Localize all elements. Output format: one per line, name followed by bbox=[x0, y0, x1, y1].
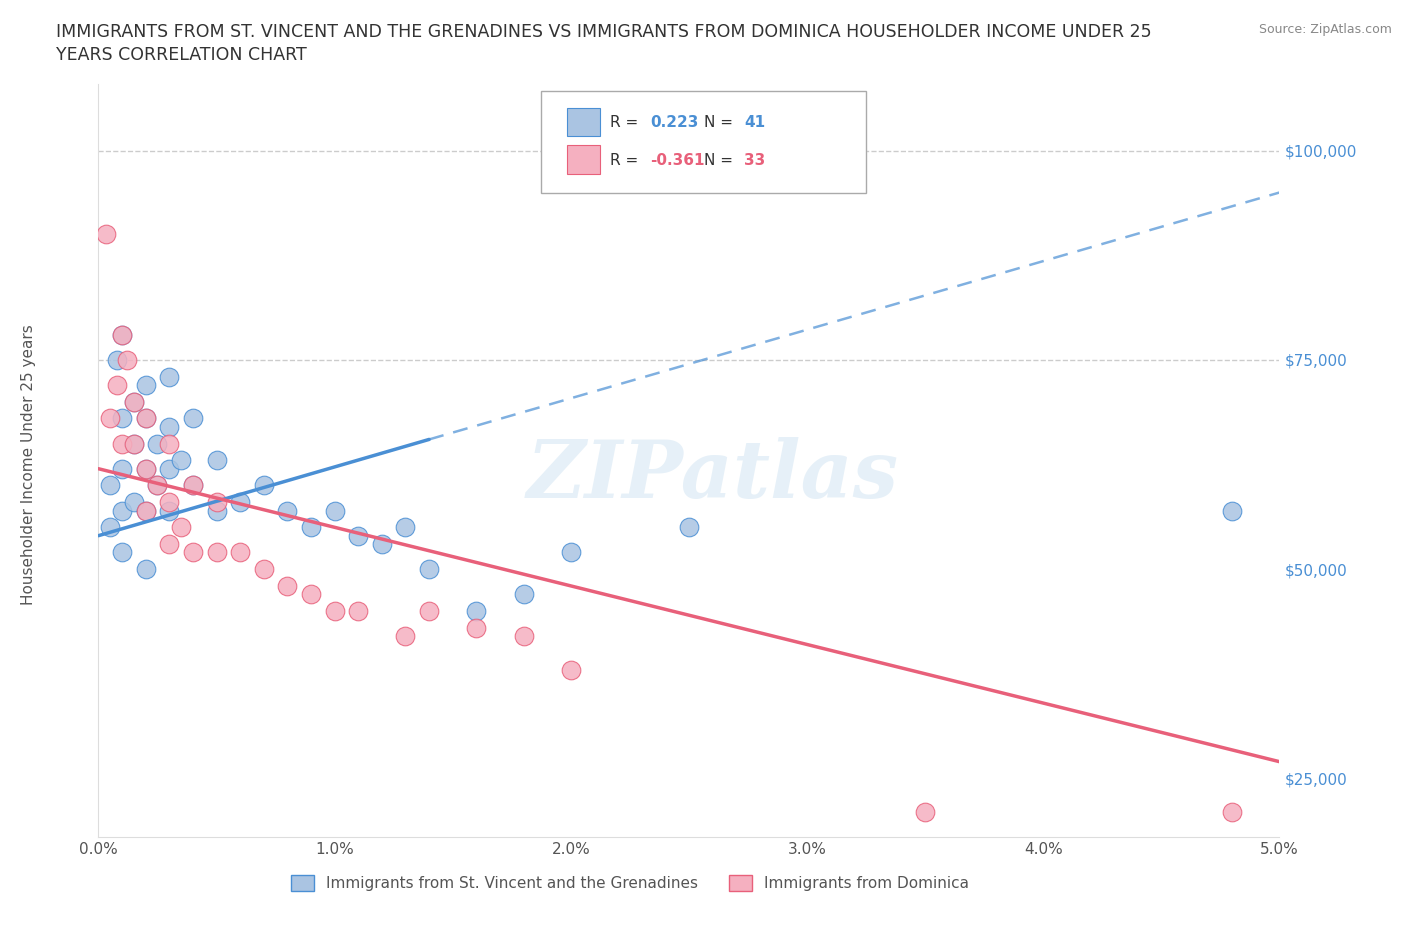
Point bbox=[135, 411, 157, 426]
Bar bbox=[567, 145, 600, 174]
Point bbox=[135, 461, 157, 476]
Point bbox=[157, 503, 180, 518]
Point bbox=[560, 662, 582, 677]
Point bbox=[122, 436, 145, 451]
Point bbox=[105, 378, 128, 392]
Point bbox=[122, 495, 145, 510]
Point bbox=[465, 604, 488, 618]
Point bbox=[157, 495, 180, 510]
Point bbox=[146, 478, 169, 493]
Point bbox=[181, 411, 204, 426]
Point bbox=[94, 227, 117, 242]
Point bbox=[347, 528, 370, 543]
Point bbox=[181, 545, 204, 560]
Point bbox=[135, 562, 157, 577]
FancyBboxPatch shape bbox=[541, 91, 866, 193]
Point bbox=[135, 461, 157, 476]
Point bbox=[111, 411, 134, 426]
Text: 33: 33 bbox=[744, 153, 766, 168]
Text: Householder Income Under 25 years: Householder Income Under 25 years bbox=[21, 325, 35, 605]
Point bbox=[181, 478, 204, 493]
Text: 0.223: 0.223 bbox=[650, 115, 699, 130]
Point bbox=[157, 537, 180, 551]
Point bbox=[205, 453, 228, 468]
Point bbox=[146, 478, 169, 493]
Point bbox=[205, 495, 228, 510]
Text: N =: N = bbox=[704, 153, 738, 168]
Point bbox=[394, 520, 416, 535]
Point bbox=[276, 578, 298, 593]
Point bbox=[170, 453, 193, 468]
Text: Source: ZipAtlas.com: Source: ZipAtlas.com bbox=[1258, 23, 1392, 36]
Point bbox=[115, 352, 138, 367]
Point bbox=[157, 436, 180, 451]
Point bbox=[111, 327, 134, 342]
Text: N =: N = bbox=[704, 115, 738, 130]
Point bbox=[98, 411, 121, 426]
Point bbox=[299, 520, 322, 535]
Point bbox=[394, 629, 416, 644]
Point bbox=[512, 629, 534, 644]
Point bbox=[512, 587, 534, 602]
Point bbox=[914, 804, 936, 819]
Point bbox=[135, 411, 157, 426]
Point bbox=[122, 436, 145, 451]
Point bbox=[229, 495, 252, 510]
Point bbox=[111, 461, 134, 476]
Point bbox=[205, 545, 228, 560]
Point bbox=[253, 562, 276, 577]
Legend: Immigrants from St. Vincent and the Grenadines, Immigrants from Dominica: Immigrants from St. Vincent and the Gren… bbox=[285, 869, 974, 897]
Point bbox=[229, 545, 252, 560]
Text: ZIPatlas: ZIPatlas bbox=[526, 437, 898, 514]
Text: IMMIGRANTS FROM ST. VINCENT AND THE GRENADINES VS IMMIGRANTS FROM DOMINICA HOUSE: IMMIGRANTS FROM ST. VINCENT AND THE GREN… bbox=[56, 23, 1152, 41]
Point bbox=[465, 620, 488, 635]
Point bbox=[157, 369, 180, 384]
Point bbox=[205, 503, 228, 518]
Point bbox=[146, 436, 169, 451]
Point bbox=[157, 419, 180, 434]
Point bbox=[371, 537, 394, 551]
Bar bbox=[567, 108, 600, 137]
Point bbox=[347, 604, 370, 618]
Point bbox=[157, 461, 180, 476]
Point bbox=[135, 378, 157, 392]
Point bbox=[1220, 503, 1243, 518]
Point bbox=[122, 394, 145, 409]
Point bbox=[323, 604, 346, 618]
Point bbox=[122, 394, 145, 409]
Point bbox=[111, 327, 134, 342]
Point bbox=[560, 545, 582, 560]
Text: 41: 41 bbox=[744, 115, 766, 130]
Point bbox=[98, 520, 121, 535]
Point bbox=[276, 503, 298, 518]
Text: -0.361: -0.361 bbox=[650, 153, 704, 168]
Point bbox=[418, 604, 440, 618]
Point bbox=[418, 562, 440, 577]
Point bbox=[1220, 804, 1243, 819]
Text: R =: R = bbox=[610, 153, 643, 168]
Point bbox=[299, 587, 322, 602]
Point bbox=[323, 503, 346, 518]
Point bbox=[98, 478, 121, 493]
Point bbox=[111, 436, 134, 451]
Point bbox=[678, 520, 700, 535]
Point bbox=[135, 503, 157, 518]
Point bbox=[105, 352, 128, 367]
Point bbox=[253, 478, 276, 493]
Text: R =: R = bbox=[610, 115, 643, 130]
Text: YEARS CORRELATION CHART: YEARS CORRELATION CHART bbox=[56, 46, 307, 64]
Point bbox=[181, 478, 204, 493]
Point bbox=[111, 503, 134, 518]
Point bbox=[135, 503, 157, 518]
Point bbox=[170, 520, 193, 535]
Point bbox=[111, 545, 134, 560]
